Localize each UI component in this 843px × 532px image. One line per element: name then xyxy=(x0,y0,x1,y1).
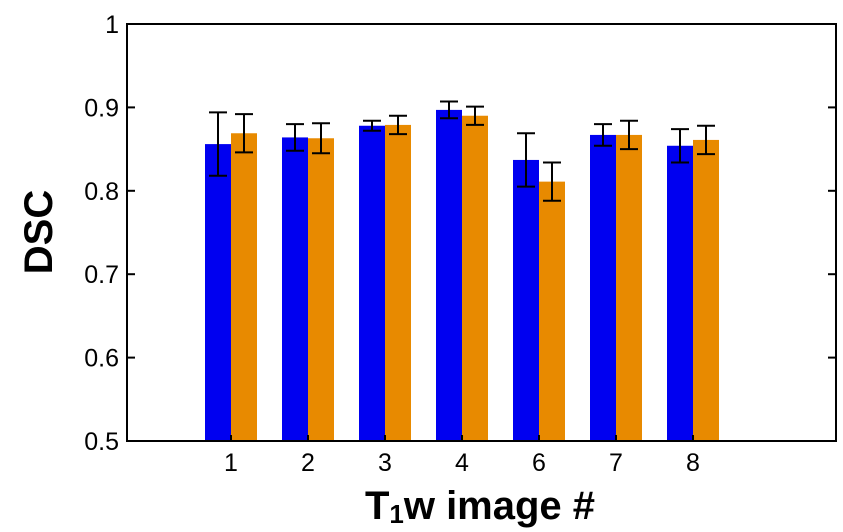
errorbar-series2-cat-7 xyxy=(620,119,638,151)
bar-series2-cat-2 xyxy=(308,138,334,441)
x-axis-title-main: T xyxy=(365,484,389,528)
y-tick-label-0.8: 0.8 xyxy=(84,178,119,206)
y-tick-label-0.6: 0.6 xyxy=(84,345,119,373)
bar-series1-cat-6 xyxy=(513,159,539,441)
y-axis-title: DSC xyxy=(17,190,61,274)
bars-layer xyxy=(205,109,719,442)
x-tick-label-4: 4 xyxy=(455,449,469,477)
bar-series1-cat-1 xyxy=(205,144,231,441)
errorbar-series1-cat-3 xyxy=(363,119,381,132)
errorbar-series2-cat-8 xyxy=(697,124,715,156)
x-tick-label-3: 3 xyxy=(378,449,392,477)
bar-series1-cat-3 xyxy=(359,125,385,442)
errorbar-series2-cat-2 xyxy=(312,122,330,155)
bar-series2-cat-6 xyxy=(539,181,565,441)
bar-series1-cat-2 xyxy=(282,137,308,441)
y-axis: 0.5 0.6 0.7 0.8 0.9 1 xyxy=(84,11,836,456)
errorbar-series2-cat-4 xyxy=(466,105,484,126)
errorbar-series2-cat-6 xyxy=(543,161,561,202)
y-tick-label-0.5: 0.5 xyxy=(84,428,119,456)
bar-series2-cat-3 xyxy=(385,124,411,441)
errorbar-series2-cat-3 xyxy=(389,114,407,136)
plot-frame xyxy=(126,23,837,442)
errorbar-series1-cat-7 xyxy=(594,123,612,147)
x-axis-title-rest: w image # xyxy=(403,484,595,528)
bar-series2-cat-7 xyxy=(616,134,642,441)
x-tick-label-1: 1 xyxy=(224,449,238,477)
y-tick-label-1: 1 xyxy=(105,11,119,39)
bar-series1-cat-4 xyxy=(436,109,462,441)
errorbar-series2-cat-1 xyxy=(235,113,253,154)
bar-series1-cat-8 xyxy=(667,145,693,441)
x-tick-label-2: 2 xyxy=(301,449,315,477)
errorbars-layer xyxy=(209,100,715,202)
x-axis-title: T1w image # xyxy=(365,484,595,529)
y-tick-label-0.9: 0.9 xyxy=(84,94,119,122)
errorbar-series1-cat-2 xyxy=(286,123,304,152)
errorbar-series1-cat-4 xyxy=(440,100,458,120)
x-tick-label-8: 8 xyxy=(686,449,700,477)
errorbar-series1-cat-1 xyxy=(209,111,227,177)
x-tick-label-6: 6 xyxy=(532,449,546,477)
bar-series2-cat-4 xyxy=(462,115,488,442)
bar-series2-cat-8 xyxy=(693,139,719,441)
bar-series1-cat-7 xyxy=(590,134,616,441)
errorbar-series1-cat-6 xyxy=(517,132,535,188)
x-axis: 1 2 3 4 6 7 8 xyxy=(224,435,700,477)
y-tick-label-0.7: 0.7 xyxy=(84,261,119,289)
x-tick-label-7: 7 xyxy=(609,449,623,477)
bar-series2-cat-1 xyxy=(231,133,257,441)
errorbar-series1-cat-8 xyxy=(671,128,689,164)
x-axis-title-subscript: 1 xyxy=(389,499,403,529)
